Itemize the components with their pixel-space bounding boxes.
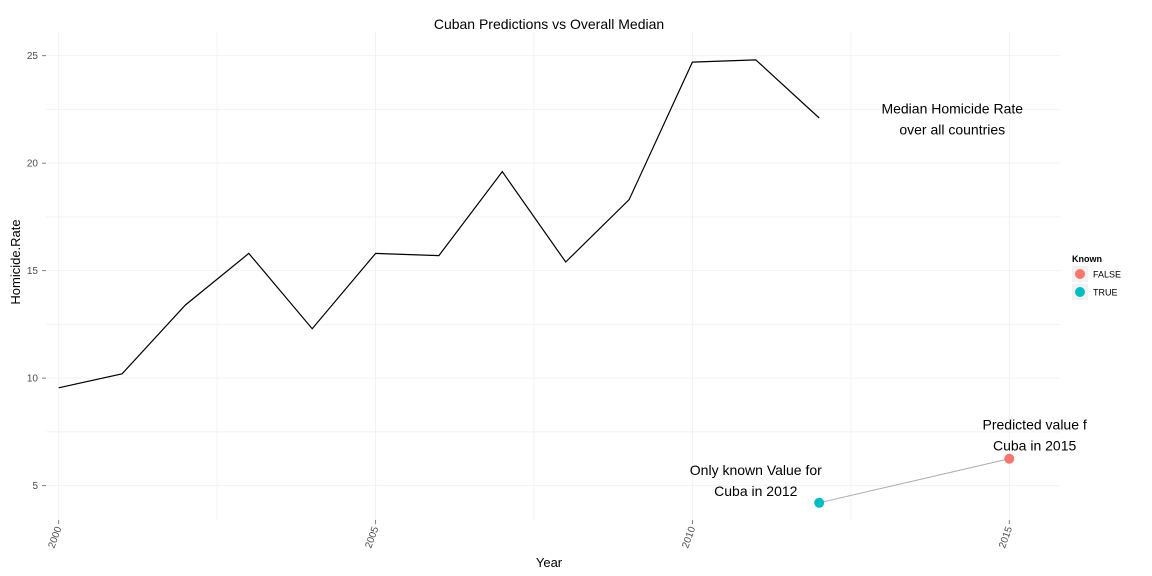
legend-key-true xyxy=(1075,287,1085,297)
annotation-line: over all countries xyxy=(899,122,1005,138)
y-tick-label: 15 xyxy=(27,266,39,277)
y-axis-title: Homicide.Rate xyxy=(8,219,23,304)
legend-label: FALSE xyxy=(1093,270,1121,280)
legend-title: Known xyxy=(1072,254,1102,264)
series xyxy=(58,59,1015,508)
annotation-2: Predicted value f Cuba in 2015 xyxy=(983,417,1087,454)
cuba-connector-line xyxy=(819,458,1010,504)
legend-label: TRUE xyxy=(1093,288,1118,298)
x-tick-label: 2010 xyxy=(680,525,698,550)
y-axis: 5 10 15 20 25 xyxy=(27,51,46,492)
legend-key-false xyxy=(1075,269,1085,279)
x-tick-label: 2005 xyxy=(363,525,381,550)
x-axis-title: Year xyxy=(536,555,563,570)
chart-title: Cuban Predictions vs Overall Median xyxy=(434,16,664,32)
annotation-line: Median Homicide Rate xyxy=(881,101,1023,117)
legend: Known FALSE TRUE xyxy=(1072,254,1121,300)
y-tick-label: 25 xyxy=(27,51,39,62)
x-tick-label: 2015 xyxy=(997,525,1015,550)
annotation-line: Cuba in 2012 xyxy=(714,483,798,499)
annotation-line: Cuba in 2015 xyxy=(993,438,1077,454)
annotation-line: Only known Value for xyxy=(690,462,822,478)
y-tick-label: 5 xyxy=(32,481,38,492)
cuba-known-point xyxy=(814,497,825,508)
y-tick-label: 20 xyxy=(27,159,39,170)
y-tick-label: 10 xyxy=(27,374,39,385)
annotations: Median Homicide Rate over all countries On… xyxy=(690,101,1087,499)
grid xyxy=(46,32,1060,520)
cuba-predicted-point xyxy=(1004,453,1015,464)
annotation-0: Median Homicide Rate over all countries xyxy=(881,101,1023,138)
median-homicide-line xyxy=(58,59,820,389)
x-axis: 2000 2005 2010 2015 xyxy=(47,520,1015,550)
x-tick-label: 2000 xyxy=(47,525,65,550)
annotation-1: Only known Value for Cuba in 2012 xyxy=(690,462,822,499)
annotation-line: Predicted value f xyxy=(983,417,1087,433)
